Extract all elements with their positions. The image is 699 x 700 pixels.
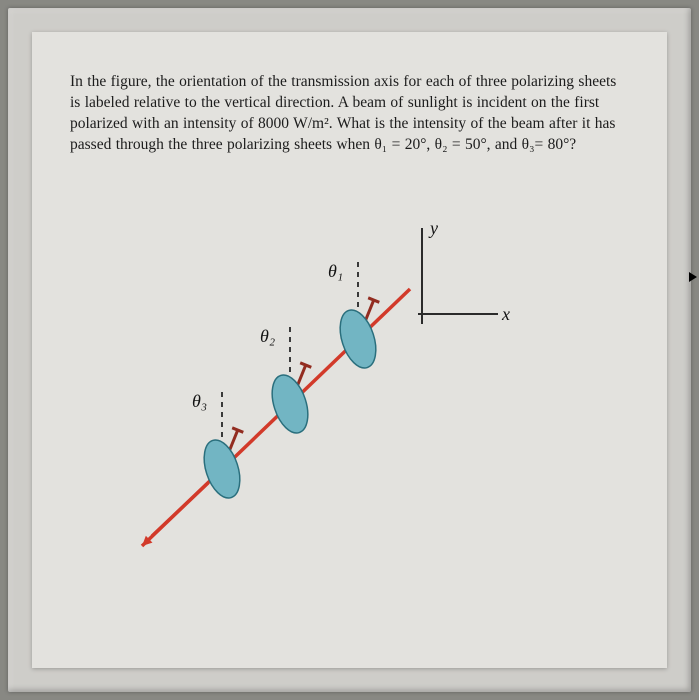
polarizer-diagram: y x θ₁ θ₂ θ₃: [100, 194, 520, 564]
figure-container: y x θ₁ θ₂ θ₃: [70, 194, 629, 574]
svg-text:θ₁: θ₁: [328, 261, 343, 281]
svg-text:θ₃: θ₃: [192, 391, 207, 411]
cursor-icon: [689, 272, 697, 282]
textbook-page: In the figure, the orientation of the tr…: [32, 32, 667, 668]
photo-frame: In the figure, the orientation of the tr…: [8, 8, 691, 692]
problem-statement: In the figure, the orientation of the tr…: [70, 72, 629, 156]
svg-text:y: y: [428, 218, 438, 238]
svg-text:θ₂: θ₂: [260, 326, 275, 346]
svg-text:x: x: [501, 304, 510, 324]
